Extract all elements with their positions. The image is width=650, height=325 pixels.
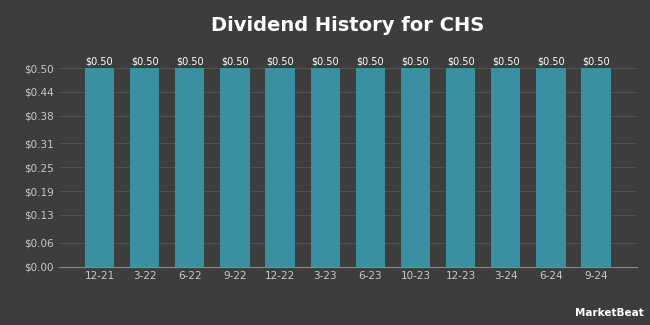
Bar [581,68,611,266]
Title: Dividend History for CHS: Dividend History for CHS [211,16,484,35]
Text: $0.50: $0.50 [402,57,429,66]
Text: $0.50: $0.50 [492,57,519,66]
Bar [356,68,385,266]
Bar [401,68,430,266]
Bar [130,68,159,266]
Text: $0.50: $0.50 [356,57,384,66]
Text: MarketBeat: MarketBeat [575,308,644,318]
Bar [536,68,566,266]
Bar [491,68,521,266]
Text: $0.50: $0.50 [131,57,159,66]
Bar [84,68,114,266]
Text: $0.50: $0.50 [582,57,610,66]
Bar [446,68,475,266]
Text: $0.50: $0.50 [311,57,339,66]
Text: $0.50: $0.50 [86,57,113,66]
Text: $0.50: $0.50 [537,57,565,66]
Bar [175,68,204,266]
Text: $0.50: $0.50 [266,57,294,66]
Bar [311,68,340,266]
Text: $0.50: $0.50 [447,57,474,66]
Bar [220,68,250,266]
Text: $0.50: $0.50 [176,57,203,66]
Bar [265,68,294,266]
Text: $0.50: $0.50 [221,57,249,66]
